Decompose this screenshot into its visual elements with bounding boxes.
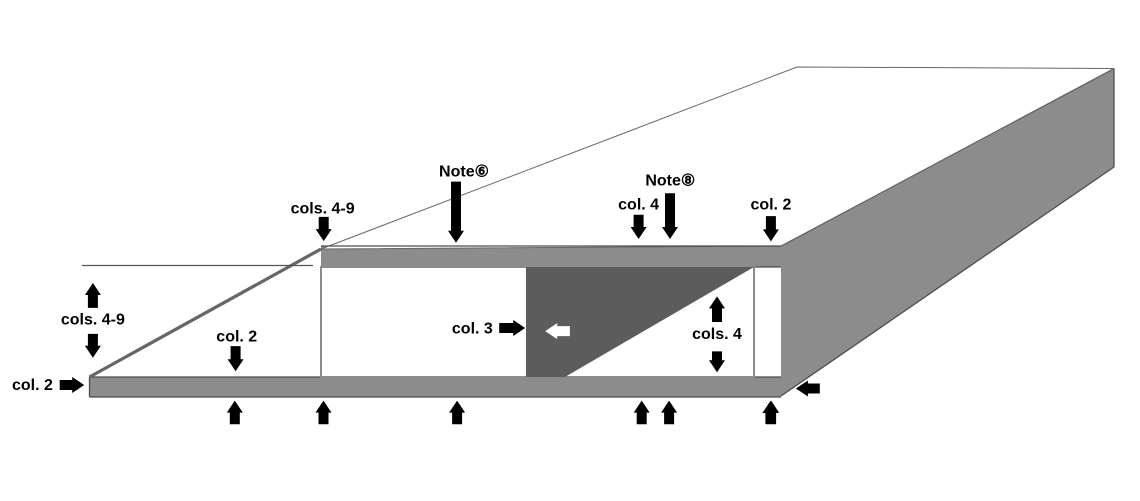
svg-text:col. 2: col. 2 (12, 377, 53, 394)
svg-text:Note⑥: Note⑥ (439, 163, 489, 180)
svg-text:col. 4: col. 4 (618, 197, 659, 214)
svg-text:col. 2: col. 2 (216, 329, 257, 346)
svg-text:Note⑧: Note⑧ (645, 173, 695, 190)
svg-text:cols. 4-9: cols. 4-9 (291, 201, 355, 218)
svg-text:cols. 4: cols. 4 (692, 326, 742, 343)
svg-text:cols. 4-9: cols. 4-9 (61, 312, 125, 329)
svg-text:col. 3: col. 3 (452, 321, 493, 338)
svg-text:col. 2: col. 2 (750, 197, 791, 214)
